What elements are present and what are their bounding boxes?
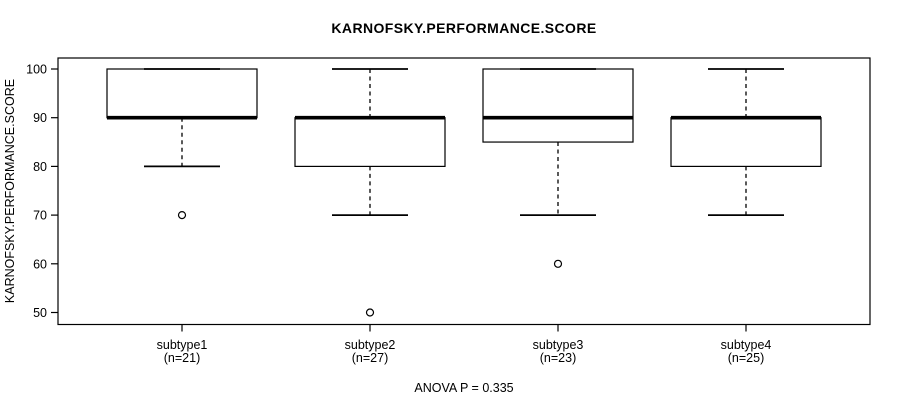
box-subtype2 [294, 117, 446, 167]
plot-frame [57, 57, 871, 326]
y-tick-label-60: 60 [33, 257, 47, 271]
chart-title: KARNOFSKY.PERFORMANCE.SCORE [331, 20, 596, 36]
outlier-subtype2-50 [365, 308, 375, 317]
anova-annotation: ANOVA P = 0.335 [414, 381, 513, 395]
plot-area: 50 60 70 80 90 100 subtype1(n=21) subtype2(n=27… [26, 57, 871, 365]
outlier-subtype3-60 [553, 259, 563, 268]
x-label-subtype3: subtype3 [533, 338, 584, 352]
box-subtype1 [106, 68, 258, 119]
x-n-label-subtype4: (n=25) [728, 351, 764, 365]
box-subtype3 [482, 68, 634, 143]
x-label-subtype4: subtype4 [721, 338, 772, 352]
outlier-subtype1-70 [177, 211, 187, 220]
y-tick-label-70: 70 [33, 209, 47, 223]
y-tick-label-100: 100 [26, 63, 47, 77]
x-n-label-subtype1: (n=21) [164, 351, 200, 365]
y-tick-label-90: 90 [33, 111, 47, 125]
y-tick-label-50: 50 [33, 306, 47, 320]
x-n-label-subtype3: (n=23) [540, 351, 576, 365]
x-n-label-subtype2: (n=27) [352, 351, 388, 365]
box-subtype4 [670, 117, 822, 167]
x-label-subtype1: subtype1 [157, 338, 208, 352]
x-label-subtype2: subtype2 [345, 338, 396, 352]
y-axis-label: KARNOFSKY.PERFORMANCE.SCORE [3, 79, 17, 303]
y-tick-label-80: 80 [33, 160, 47, 174]
